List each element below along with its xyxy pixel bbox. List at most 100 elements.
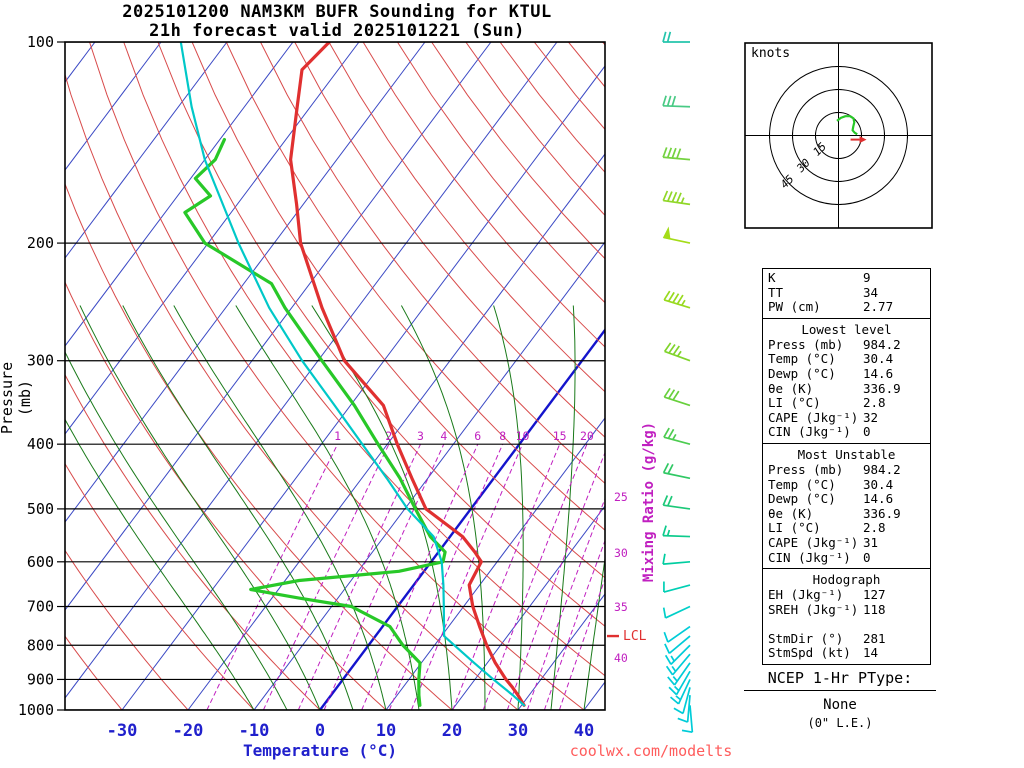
dry-adiabat-line (123, 42, 605, 677)
wind-barb (662, 95, 691, 108)
hodograph-units-label: knots (751, 46, 791, 61)
stats-row: Dewp (°C) 14.6 (763, 492, 930, 507)
stats-row: SREH (Jkg⁻¹) 118 (763, 601, 930, 618)
mixing-ratio-label: 15 (553, 429, 567, 443)
stats-row (763, 617, 930, 632)
dry-adiabat-line (157, 42, 605, 627)
stats-label: Dewp (°C) (768, 365, 836, 381)
mixing-ratio-label: 4 (440, 429, 447, 443)
mixing-ratio-line (410, 444, 523, 710)
ptype-value: None (823, 697, 857, 713)
moist-adiabat-line (583, 555, 605, 710)
mixing-ratio-axis-label: Mixing Ratio (g/kg) (641, 421, 657, 583)
stats-row: LI (°C) 2.8 (763, 396, 930, 411)
dry-adiabat-line (431, 42, 605, 260)
dry-adiabat-line (65, 549, 189, 710)
hodograph-ring (815, 112, 862, 159)
pressure-tick-label: 800 (27, 636, 54, 654)
stats-row: CAPE (Jkg⁻¹) 31 (763, 534, 930, 551)
stats-value: 984.2 (863, 336, 901, 352)
isotherm-line (65, 42, 492, 611)
mixing-ratio-line (206, 443, 339, 710)
isotherm-line (65, 42, 228, 259)
stats-section: K 9 TT 34 PW (cm) 2.77 (763, 269, 930, 318)
stats-value: 118 (863, 601, 886, 617)
wind-barb (673, 687, 691, 715)
hodograph-ring (792, 89, 885, 182)
watermark: coolwx.com/modelts (569, 742, 733, 760)
pressure-tick-label: 700 (27, 598, 54, 616)
pressure-tick-label: 100 (27, 33, 54, 51)
wind-barb (662, 605, 691, 619)
storm-motion-arrow (859, 136, 867, 144)
stats-label: LI (°C) (768, 395, 821, 411)
hodograph-ring (769, 66, 908, 205)
stats-value: 30.4 (863, 351, 894, 367)
mixing-ratio-label: 35 (614, 600, 628, 614)
stats-label: LI (°C) (768, 520, 821, 536)
wind-barb (677, 695, 691, 723)
wind-barb (662, 226, 691, 244)
temperature-tick-label: 20 (442, 721, 462, 741)
stats-row: Press (mb) 984.2 (763, 336, 930, 353)
mixing-ratio-line (452, 444, 561, 710)
temperature-tick-label: -20 (173, 721, 204, 741)
temperature-tick-label: 30 (508, 721, 528, 741)
stats-label: TT (768, 284, 784, 300)
wind-barb (669, 679, 691, 705)
isotherm-line (65, 42, 360, 435)
stats-label: Press (mb) (768, 461, 844, 477)
temperature-tick-label: -30 (107, 721, 138, 741)
dry-adiabat-line (362, 42, 605, 348)
pressure-tick-label: 200 (27, 234, 54, 252)
chart-title-line2: 21h forecast valid 2025101221 (Sun) (149, 21, 525, 41)
mixing-ratio-label: 30 (614, 546, 628, 560)
dry-adiabat-line (294, 42, 605, 438)
wind-barb (662, 190, 691, 206)
stats-label: CIN (Jkg⁻¹) (768, 549, 851, 565)
skewt-annotations: 1 2 3 4 6 8 10 15 202530354010020030040050060070… (18, 31, 933, 741)
wind-barb (662, 31, 690, 43)
wind-barb (664, 635, 691, 655)
stats-value: 34 (863, 284, 879, 300)
stats-value: 9 (863, 270, 871, 285)
dry-adiabat-line (328, 42, 605, 393)
pressure-tick-label: 1000 (18, 701, 54, 719)
stats-value: 336.9 (863, 380, 901, 396)
mixing-ratio-label: 8 (499, 429, 506, 443)
wind-barb (664, 644, 691, 665)
stats-label: K (768, 270, 776, 285)
wind-barb (667, 662, 691, 686)
isotherm-line (65, 42, 426, 523)
dry-adiabat-line (65, 462, 255, 710)
stats-value: 0 (863, 549, 871, 565)
mixing-ratio-label: 20 (580, 429, 594, 443)
temperature-tick-label: -10 (239, 721, 270, 741)
dry-adiabat-line (191, 42, 605, 579)
moist-adiabat-line (311, 305, 453, 710)
pressure-axis-label: Pressure (mb) (0, 361, 34, 435)
isotherm-line (385, 417, 605, 710)
isotherm-line (451, 505, 605, 710)
wind-barb (662, 525, 691, 538)
stats-section-title: Hodograph (812, 572, 881, 588)
stats-row: StmDir (°) 281 (763, 631, 930, 647)
dry-adiabat-line (225, 42, 605, 531)
stats-value: 14.6 (863, 365, 894, 381)
pressure-tick-label: 900 (27, 670, 54, 688)
stats-label: Press (mb) (768, 336, 844, 352)
stats-value: 0 (863, 424, 871, 440)
temperature-tick-label: 40 (574, 721, 594, 741)
stats-value: 984.2 (863, 461, 901, 477)
stats-value: 30.4 (863, 476, 894, 492)
moist-adiabat-line (79, 305, 321, 710)
moist-adiabat-line (550, 305, 576, 710)
ptype-heading: NCEP 1-Hr PType: (744, 669, 936, 691)
moist-adiabat-line (65, 350, 288, 710)
stats-row: CAPE (Jkg⁻¹) 32 (763, 410, 930, 426)
ptype-panel: NCEP 1-Hr PType: None (0" L.E.) (744, 669, 936, 730)
stats-section-title: Lowest level (801, 321, 892, 337)
plot-border (64, 41, 606, 711)
dry-adiabat-line (260, 42, 605, 485)
stats-label: CAPE (Jkg⁻¹) (768, 534, 859, 550)
